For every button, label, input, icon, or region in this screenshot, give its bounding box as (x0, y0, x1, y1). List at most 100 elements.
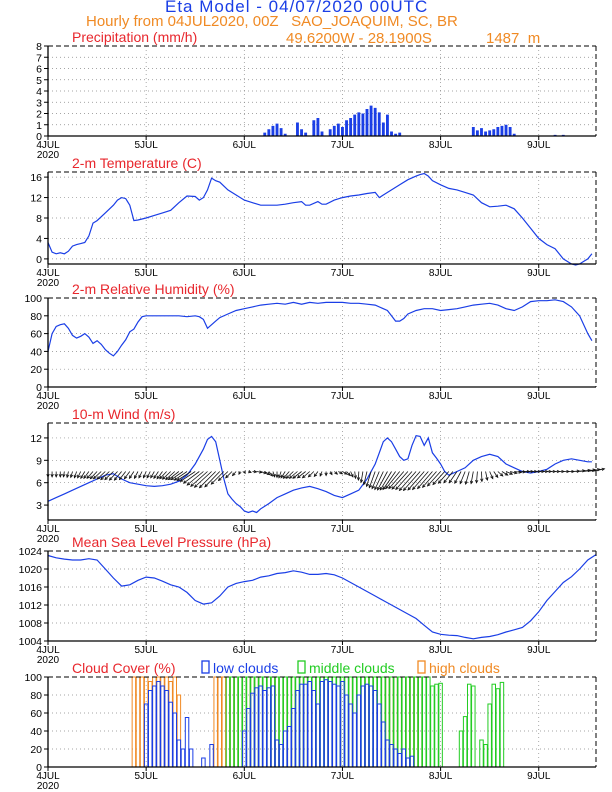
wind-vector-head (480, 478, 484, 483)
wind-vector (587, 468, 601, 472)
wind-vector-head (153, 475, 157, 480)
cloud-bar-middle-clouds (483, 744, 488, 768)
x-tick-label: 6JUL (233, 140, 257, 151)
chart-subtitle: Hourly from 04JUL2020, 00Z SAO_JOAQUIM, … (86, 13, 458, 30)
wind-vector (138, 471, 143, 478)
y-tick-label: 2 (36, 109, 42, 121)
cloud-bar-middle-clouds (225, 676, 231, 768)
station-elevation: 1487 m (486, 30, 541, 47)
precip-bar (500, 125, 504, 136)
cloud-bar-middle-clouds (348, 676, 353, 768)
cloud-bar-middle-clouds (315, 676, 321, 768)
x-tick-label: 6JUL (233, 524, 257, 535)
wind-vector (83, 471, 90, 479)
cloud-bar-middle-clouds (299, 676, 304, 768)
x-tick-label: 9JUL (527, 268, 551, 279)
wind-vector-head (176, 477, 181, 482)
x-tick-label: 5JUL (134, 140, 158, 151)
cloud-bar-low-clouds (172, 712, 178, 768)
y-tick-label: 100 (24, 672, 42, 684)
y-tick-label: 9 (36, 455, 42, 467)
cloud-bar-low-clouds (340, 681, 345, 768)
wind-vector (90, 471, 98, 479)
wind-vector (204, 471, 221, 488)
panel-title: 2-m Relative Humidity (%) (72, 281, 235, 297)
wind-vector-head (69, 474, 74, 479)
wind-vector (292, 471, 302, 479)
wind-vector (109, 471, 118, 481)
wind-vector-head (469, 480, 474, 485)
wind-vector-head (86, 475, 91, 479)
cloud-bar-low-clouds (176, 739, 182, 768)
y-tick-label: 40 (30, 726, 42, 738)
cloud-bar-high-clouds (233, 676, 239, 768)
wind-vector (501, 471, 508, 476)
cloud-bar-middle-clouds (401, 676, 407, 768)
cloud-bar-middle-clouds (303, 676, 308, 768)
x-tick-label: 7JUL (331, 391, 355, 402)
wind-vector-head (167, 476, 172, 481)
wind-vector-head (319, 472, 323, 477)
legend-swatch (297, 660, 306, 674)
x-tick-label: 7JUL (331, 645, 355, 656)
x-tick-year: 2020 (37, 781, 60, 792)
wind-vector (210, 471, 225, 485)
cloud-bar-high-clouds (168, 681, 173, 768)
cloud-bar-middle-clouds (352, 676, 357, 768)
precip-bar (296, 122, 299, 136)
cloud-bar-high-clouds (266, 676, 272, 768)
x-tick-label: 6JUL (233, 268, 257, 279)
wind-vector-head (193, 484, 198, 488)
wind-vector-head (258, 470, 263, 474)
cloud-bar-middle-clouds (462, 716, 468, 768)
wind-vector-head (190, 483, 194, 488)
cloud-bar-middle-clouds (250, 676, 255, 768)
precip-bar (480, 128, 483, 136)
cloud-bar-low-clouds (209, 744, 214, 768)
panel-wind: 3 6 9 12 4JUL2020 5JUL 6JUL 7JUL 8JUL 9JUL 10-m Wi… (30, 406, 606, 545)
wind-vector (476, 471, 478, 483)
wind-vector-head (285, 475, 290, 479)
x-tick-label: 4JUL (36, 524, 60, 535)
cloud-bar-low-clouds (282, 730, 288, 768)
precip-bar (357, 112, 361, 136)
precip-bar (316, 118, 320, 136)
wind-vector-head (280, 474, 284, 479)
wind-vector-head (282, 475, 287, 479)
x-tick-label: 4JUL (36, 771, 60, 782)
wind-vector-head (509, 471, 514, 475)
precip-bar (275, 123, 279, 136)
x-tick-label: 8JUL (429, 771, 453, 782)
cloud-bar-low-clouds (262, 690, 267, 768)
y-tick-label: 0 (36, 254, 42, 266)
cloud-bar-low-clouds (393, 748, 398, 768)
precip-bar (386, 114, 389, 136)
cloud-bar-middle-clouds (344, 676, 349, 768)
cloud-bar-high-clouds (348, 676, 353, 768)
wind-vector-head (398, 487, 403, 492)
precip-bar (353, 114, 357, 136)
cloud-bar-middle-clouds (393, 676, 398, 768)
precip-bar (512, 133, 516, 136)
wind-vector-head (288, 475, 293, 479)
y-tick-label: 5 (36, 75, 42, 87)
wind-vector-head (459, 480, 463, 485)
wind-vector-head (499, 473, 504, 477)
x-tick-label: 6JUL (233, 771, 257, 782)
y-tick-label: 8 (36, 41, 42, 53)
wind-vector-head (339, 471, 344, 475)
cloud-bar-low-clouds (246, 708, 251, 768)
wind-vector-head (54, 474, 58, 478)
wind-vector-head (238, 471, 242, 476)
wind-vector (124, 471, 131, 479)
wind-vector (143, 471, 147, 478)
wind-vector-head (454, 480, 458, 485)
wind-vector-head (142, 474, 146, 479)
precip-bar (398, 132, 402, 136)
cloud-bar-high-clouds (160, 676, 165, 768)
cloud-bar-low-clouds (266, 687, 272, 768)
precip-bar (394, 133, 398, 136)
wind-vector (470, 471, 474, 484)
wind-vector-head (83, 475, 87, 480)
